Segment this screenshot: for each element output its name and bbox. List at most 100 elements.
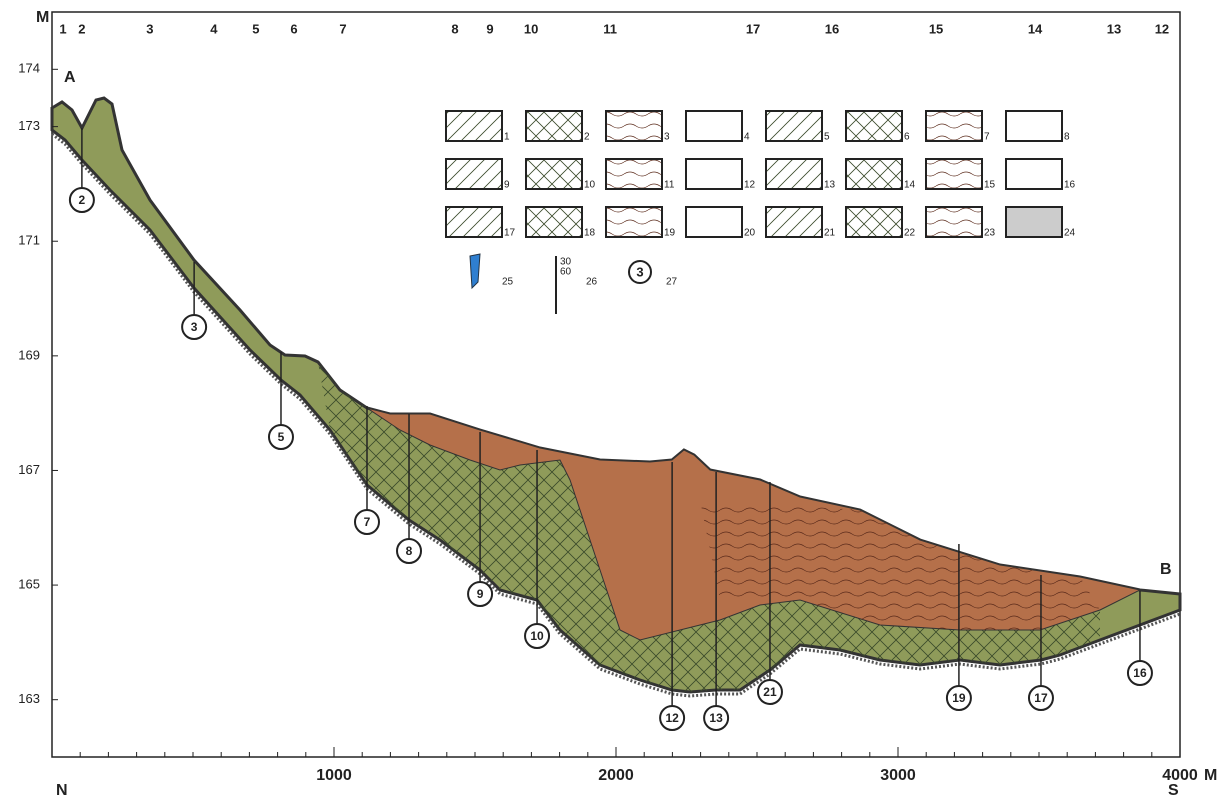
legend-swatch: [1006, 111, 1062, 141]
legend-label: 18: [584, 228, 596, 239]
top-label: 6: [290, 21, 297, 36]
legend-label: 13: [824, 180, 836, 191]
legend-swatch: [1006, 207, 1062, 237]
top-label: 12: [1155, 21, 1169, 36]
borehole-label: 17: [1034, 691, 1048, 705]
legend-label: 24: [1064, 228, 1076, 239]
legend-label: 2: [584, 132, 590, 143]
y-tick-label: 169: [18, 347, 40, 362]
y-tick-label: 163: [18, 691, 40, 706]
top-label: 7: [339, 21, 346, 36]
borehole-label: 9: [477, 587, 484, 601]
legend-label: 11: [664, 180, 675, 191]
legend-swatch: [526, 159, 582, 189]
legend-label: 8: [1064, 132, 1070, 143]
legend-swatch: [526, 111, 582, 141]
legend-swatch: [686, 207, 742, 237]
north: N: [56, 782, 68, 799]
legend-label: 3: [664, 132, 670, 143]
legend-swatch: [606, 159, 662, 189]
legend-swatch: [926, 207, 982, 237]
legend-swatch: [846, 111, 902, 141]
legend-label: 4: [744, 132, 750, 143]
borehole-label: 12: [665, 711, 679, 725]
borehole-label: 3: [191, 320, 198, 334]
y-tick-label: 167: [18, 462, 40, 477]
legend-swatch: [926, 111, 982, 141]
top-label: 13: [1107, 21, 1121, 36]
borehole-label: 5: [278, 430, 285, 444]
top-label: 2: [78, 21, 85, 36]
top-label: 11: [603, 21, 617, 36]
legend-swatch: [526, 207, 582, 237]
depth-label: 60: [560, 267, 572, 278]
legend-label: 12: [744, 180, 756, 191]
y-tick-label: 174: [18, 61, 40, 76]
y-tick-label: 173: [18, 118, 40, 133]
legend-label: 6: [904, 132, 910, 143]
legend-label: 23: [984, 228, 996, 239]
legend-label: 25: [502, 277, 514, 288]
legend-label: 27: [666, 277, 678, 288]
borehole-label: 19: [952, 691, 966, 705]
section-diagram: 1234567891011121314151617181920212223242…: [0, 0, 1224, 801]
top-label: 8: [451, 21, 458, 36]
marker-sample: 3: [636, 264, 643, 279]
legend-label: 15: [984, 180, 996, 191]
y-tick-label: 165: [18, 577, 40, 592]
legend-swatch: [766, 111, 822, 141]
legend-swatch: [606, 111, 662, 141]
legend-label: 14: [904, 180, 916, 191]
legend-swatch: [926, 159, 982, 189]
legend-label: 10: [584, 180, 596, 191]
top-label: 1: [59, 21, 66, 36]
borehole-label: 13: [709, 711, 723, 725]
y-unit: M: [36, 9, 49, 26]
top-label: 4: [210, 21, 218, 36]
top-label: 3: [146, 21, 153, 36]
top-label: 15: [929, 21, 943, 36]
point-b: B: [1160, 561, 1172, 578]
legend-swatch: [686, 111, 742, 141]
top-label: 10: [524, 21, 538, 36]
legend-label: 19: [664, 228, 676, 239]
legend-swatch: [606, 207, 662, 237]
x-tick-label: 1000: [316, 767, 352, 784]
legend-label: 20: [744, 228, 756, 239]
legend-swatch: [446, 207, 502, 237]
legend-label: 1: [504, 132, 510, 143]
y-tick-label: 171: [18, 233, 40, 248]
top-label: 14: [1028, 21, 1043, 36]
legend-swatch: [846, 159, 902, 189]
top-label: 9: [486, 21, 493, 36]
borehole-label: 21: [763, 685, 777, 699]
top-label: 5: [252, 21, 259, 36]
top-label: 16: [825, 21, 839, 36]
lens-icon: [470, 254, 480, 288]
x-tick-label: 4000: [1162, 767, 1198, 784]
legend-swatch: [446, 159, 502, 189]
borehole-label: 16: [1133, 666, 1147, 680]
legend-label: 26: [586, 277, 598, 288]
legend-label: 21: [824, 228, 836, 239]
legend-swatch: [686, 159, 742, 189]
legend-swatch: [1006, 159, 1062, 189]
x-unit: M: [1204, 767, 1217, 784]
point-a: A: [64, 69, 76, 86]
legend-swatch: [446, 111, 502, 141]
legend-label: 7: [984, 132, 990, 143]
borehole-label: 2: [79, 193, 86, 207]
legend-label: 5: [824, 132, 830, 143]
south: S: [1168, 782, 1179, 799]
borehole-label: 10: [530, 629, 544, 643]
legend-swatch: [766, 159, 822, 189]
legend-label: 22: [904, 228, 916, 239]
legend-swatch: [766, 207, 822, 237]
legend-swatch: [846, 207, 902, 237]
borehole-label: 8: [406, 544, 413, 558]
top-label: 17: [746, 21, 760, 36]
legend-label: 16: [1064, 180, 1076, 191]
x-tick-label: 2000: [598, 767, 634, 784]
legend-label: 9: [504, 180, 510, 191]
